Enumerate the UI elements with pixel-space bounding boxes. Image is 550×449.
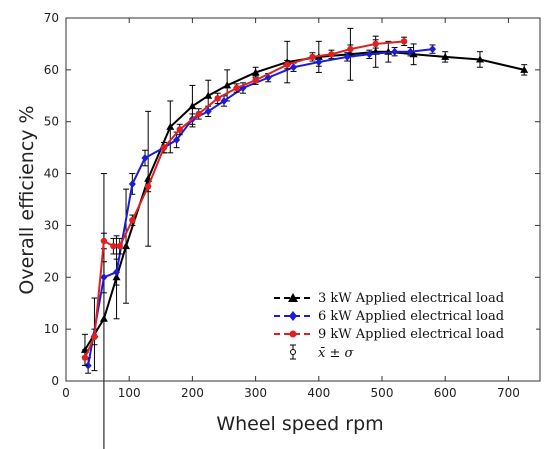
legend-entry-errorbar: x̄ ± σ bbox=[290, 344, 354, 361]
legend-label-6kw: 6 kW Applied electrical load bbox=[318, 309, 504, 324]
data-point bbox=[116, 242, 123, 250]
x-axis-ticks: 0 100 200 300 400 500 600 700 bbox=[62, 18, 520, 400]
data-point bbox=[144, 183, 152, 190]
data-point bbox=[223, 81, 232, 89]
data-point bbox=[173, 135, 181, 144]
data-point bbox=[195, 110, 202, 118]
legend-label-errorbar: x̄ ± σ bbox=[318, 346, 354, 361]
y-tick-label: 60 bbox=[44, 63, 59, 77]
data-point bbox=[99, 314, 108, 322]
legend-errorbar-marker bbox=[290, 349, 296, 355]
legend-marker-3kw bbox=[288, 293, 298, 302]
data-point bbox=[343, 52, 351, 61]
data-point bbox=[128, 179, 136, 188]
x-tick-label: 600 bbox=[434, 386, 457, 400]
data-point bbox=[290, 63, 298, 72]
data-point bbox=[100, 237, 108, 245]
y-tick-label: 40 bbox=[44, 167, 59, 181]
legend-entry-9kw: 9 kW Applied electrical load bbox=[274, 327, 504, 342]
legend-box bbox=[262, 285, 536, 373]
data-point bbox=[91, 333, 98, 341]
data-point bbox=[84, 361, 92, 370]
series-9kw bbox=[81, 36, 408, 366]
data-point bbox=[166, 122, 175, 130]
data-point bbox=[122, 242, 131, 250]
x-tick-label: 0 bbox=[62, 386, 70, 400]
data-point bbox=[160, 144, 168, 151]
data-point bbox=[391, 47, 399, 56]
data-point bbox=[100, 273, 108, 282]
data-point bbox=[284, 61, 291, 68]
data-point bbox=[520, 65, 529, 73]
legend-marker-9kw bbox=[289, 330, 297, 338]
data-point bbox=[475, 55, 484, 63]
y-tick-label: 20 bbox=[44, 270, 59, 284]
y-tick-label: 50 bbox=[44, 115, 59, 129]
data-point bbox=[110, 242, 117, 250]
y-axis-ticks: 0 10 20 30 40 50 60 70 bbox=[44, 11, 540, 388]
data-point bbox=[252, 77, 259, 84]
x-tick-label: 200 bbox=[181, 386, 204, 400]
data-point bbox=[309, 53, 316, 61]
data-point bbox=[365, 50, 373, 59]
legend-marker-6kw bbox=[289, 311, 297, 321]
y-tick-label: 70 bbox=[44, 11, 59, 25]
x-tick-label: 500 bbox=[371, 386, 394, 400]
axes-layer bbox=[65, 17, 541, 382]
data-point bbox=[214, 95, 221, 102]
y-tick-label: 0 bbox=[51, 374, 59, 388]
y-tick-label: 30 bbox=[44, 218, 59, 232]
data-point bbox=[176, 126, 183, 133]
y-tick-label: 10 bbox=[44, 322, 59, 336]
data-point bbox=[233, 84, 240, 92]
x-tick-label: 400 bbox=[307, 386, 330, 400]
data-point bbox=[372, 40, 379, 48]
x-axis-title: Wheel speed rpm bbox=[216, 413, 383, 435]
legend-label-9kw: 9 kW Applied electrical load bbox=[318, 327, 504, 342]
x-tick-label: 300 bbox=[244, 386, 267, 400]
data-point bbox=[141, 154, 149, 163]
x-tick-label: 100 bbox=[118, 386, 141, 400]
data-point bbox=[406, 47, 414, 56]
data-point bbox=[315, 58, 323, 67]
data-point bbox=[328, 51, 335, 58]
data-point bbox=[204, 91, 213, 99]
data-point bbox=[81, 354, 89, 361]
data-point bbox=[429, 45, 437, 54]
data-point bbox=[129, 217, 136, 224]
data-point bbox=[204, 107, 212, 116]
data-point bbox=[441, 52, 450, 60]
data-point bbox=[347, 45, 354, 53]
data-point bbox=[400, 38, 408, 45]
legend-label-3kw: 3 kW Applied electrical load bbox=[318, 291, 504, 306]
series-6kw bbox=[84, 44, 437, 374]
series-layer bbox=[80, 27, 529, 449]
legend: 3 kW Applied electrical load 6 kW Applie… bbox=[262, 285, 536, 373]
legend-entry-3kw: 3 kW Applied electrical load bbox=[274, 291, 504, 306]
y-axis-title: Overall efficiency % bbox=[16, 105, 38, 294]
data-point bbox=[113, 268, 121, 277]
data-point bbox=[251, 68, 260, 76]
legend-entry-6kw: 6 kW Applied electrical load bbox=[274, 309, 504, 324]
plot-frame bbox=[65, 17, 541, 382]
data-point bbox=[188, 102, 197, 110]
data-point bbox=[220, 96, 228, 105]
x-tick-label: 700 bbox=[497, 386, 520, 400]
